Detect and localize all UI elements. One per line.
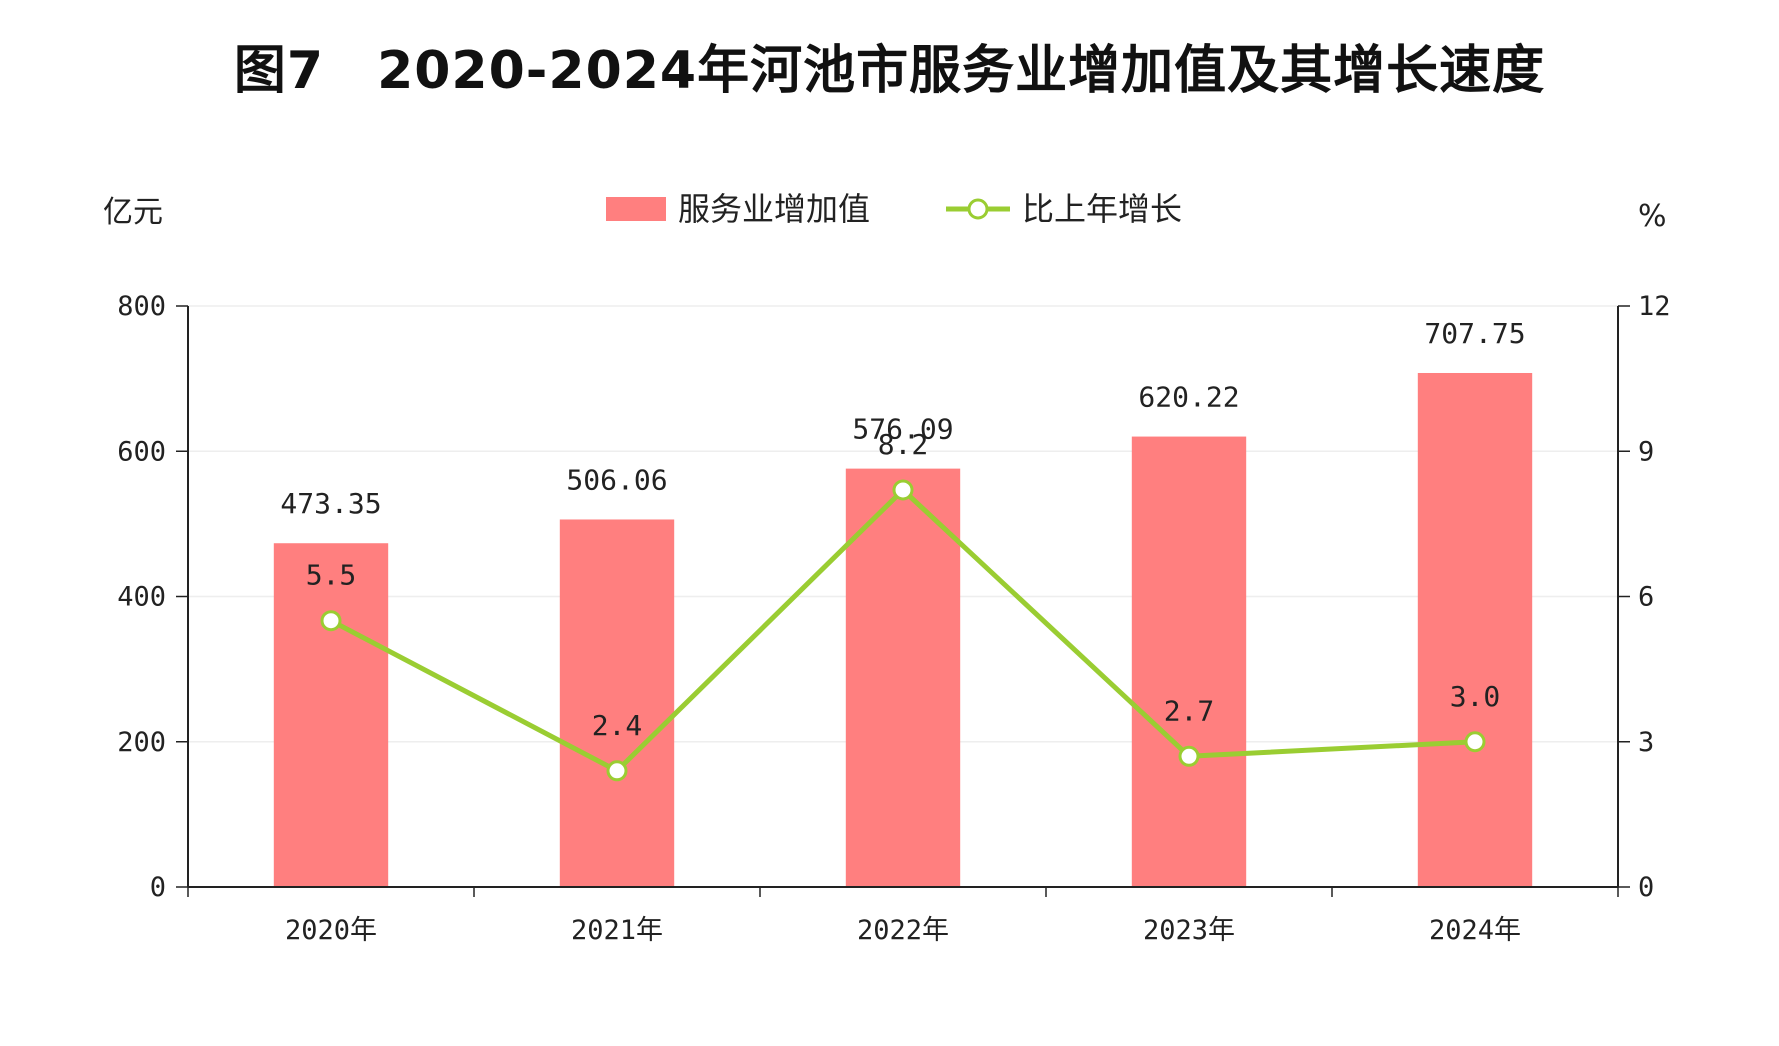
bar	[845, 468, 961, 887]
left-axis-tick-label: 600	[117, 436, 166, 467]
growth-value-label: 2.7	[1164, 694, 1215, 727]
legend-line-label: 比上年增长	[1022, 190, 1182, 228]
bar-value-label: 576.09	[852, 413, 953, 446]
growth-value-label: 2.4	[592, 709, 643, 742]
left-axis-tick-label: 0	[150, 872, 166, 903]
left-axis-tick-label: 800	[117, 291, 166, 322]
bar-value-label: 473.35	[280, 487, 381, 520]
x-axis-tick-label: 2021年	[571, 915, 663, 946]
chart-title: 图7 2020-2024年河池市服务业增加值及其增长速度	[233, 41, 1546, 101]
right-axis-tick-label: 6	[1638, 582, 1654, 613]
bar-value-label: 620.22	[1138, 381, 1239, 414]
left-axis-tick-label: 400	[117, 582, 166, 613]
x-axis-tick-label: 2022年	[857, 915, 949, 946]
x-axis-tick-label: 2020年	[285, 915, 377, 946]
growth-point	[892, 479, 914, 501]
bar-value-label: 707.75	[1424, 317, 1525, 350]
growth-point	[1178, 745, 1200, 767]
x-axis-tick-label: 2024年	[1429, 915, 1521, 946]
right-axis-tick-label: 0	[1638, 872, 1654, 903]
bar	[1417, 372, 1533, 887]
left-axis-unit: 亿元	[103, 195, 163, 230]
bar	[559, 519, 675, 887]
x-axis-tick-label: 2023年	[1143, 915, 1235, 946]
growth-value-label: 5.5	[306, 559, 357, 592]
growth-value-label: 3.0	[1450, 680, 1501, 713]
bar	[273, 543, 389, 887]
legend-bar-swatch	[606, 197, 666, 221]
growth-point	[1464, 731, 1486, 753]
legend: 服务业增加值 比上年增长	[606, 190, 1182, 228]
right-axis-unit: %	[1638, 199, 1667, 234]
right-axis-tick-label: 12	[1638, 291, 1671, 322]
legend-line-marker	[967, 198, 989, 220]
right-axis-tick-label: 3	[1638, 727, 1654, 758]
growth-value-label: 8.2	[878, 428, 929, 461]
bar-value-label: 506.06	[566, 463, 667, 496]
left-axis-tick-label: 200	[117, 727, 166, 758]
growth-point	[606, 760, 628, 782]
legend-bar-label: 服务业增加值	[678, 190, 870, 228]
bar	[1131, 436, 1247, 887]
right-axis-tick-label: 9	[1638, 436, 1654, 467]
growth-point	[320, 610, 342, 632]
